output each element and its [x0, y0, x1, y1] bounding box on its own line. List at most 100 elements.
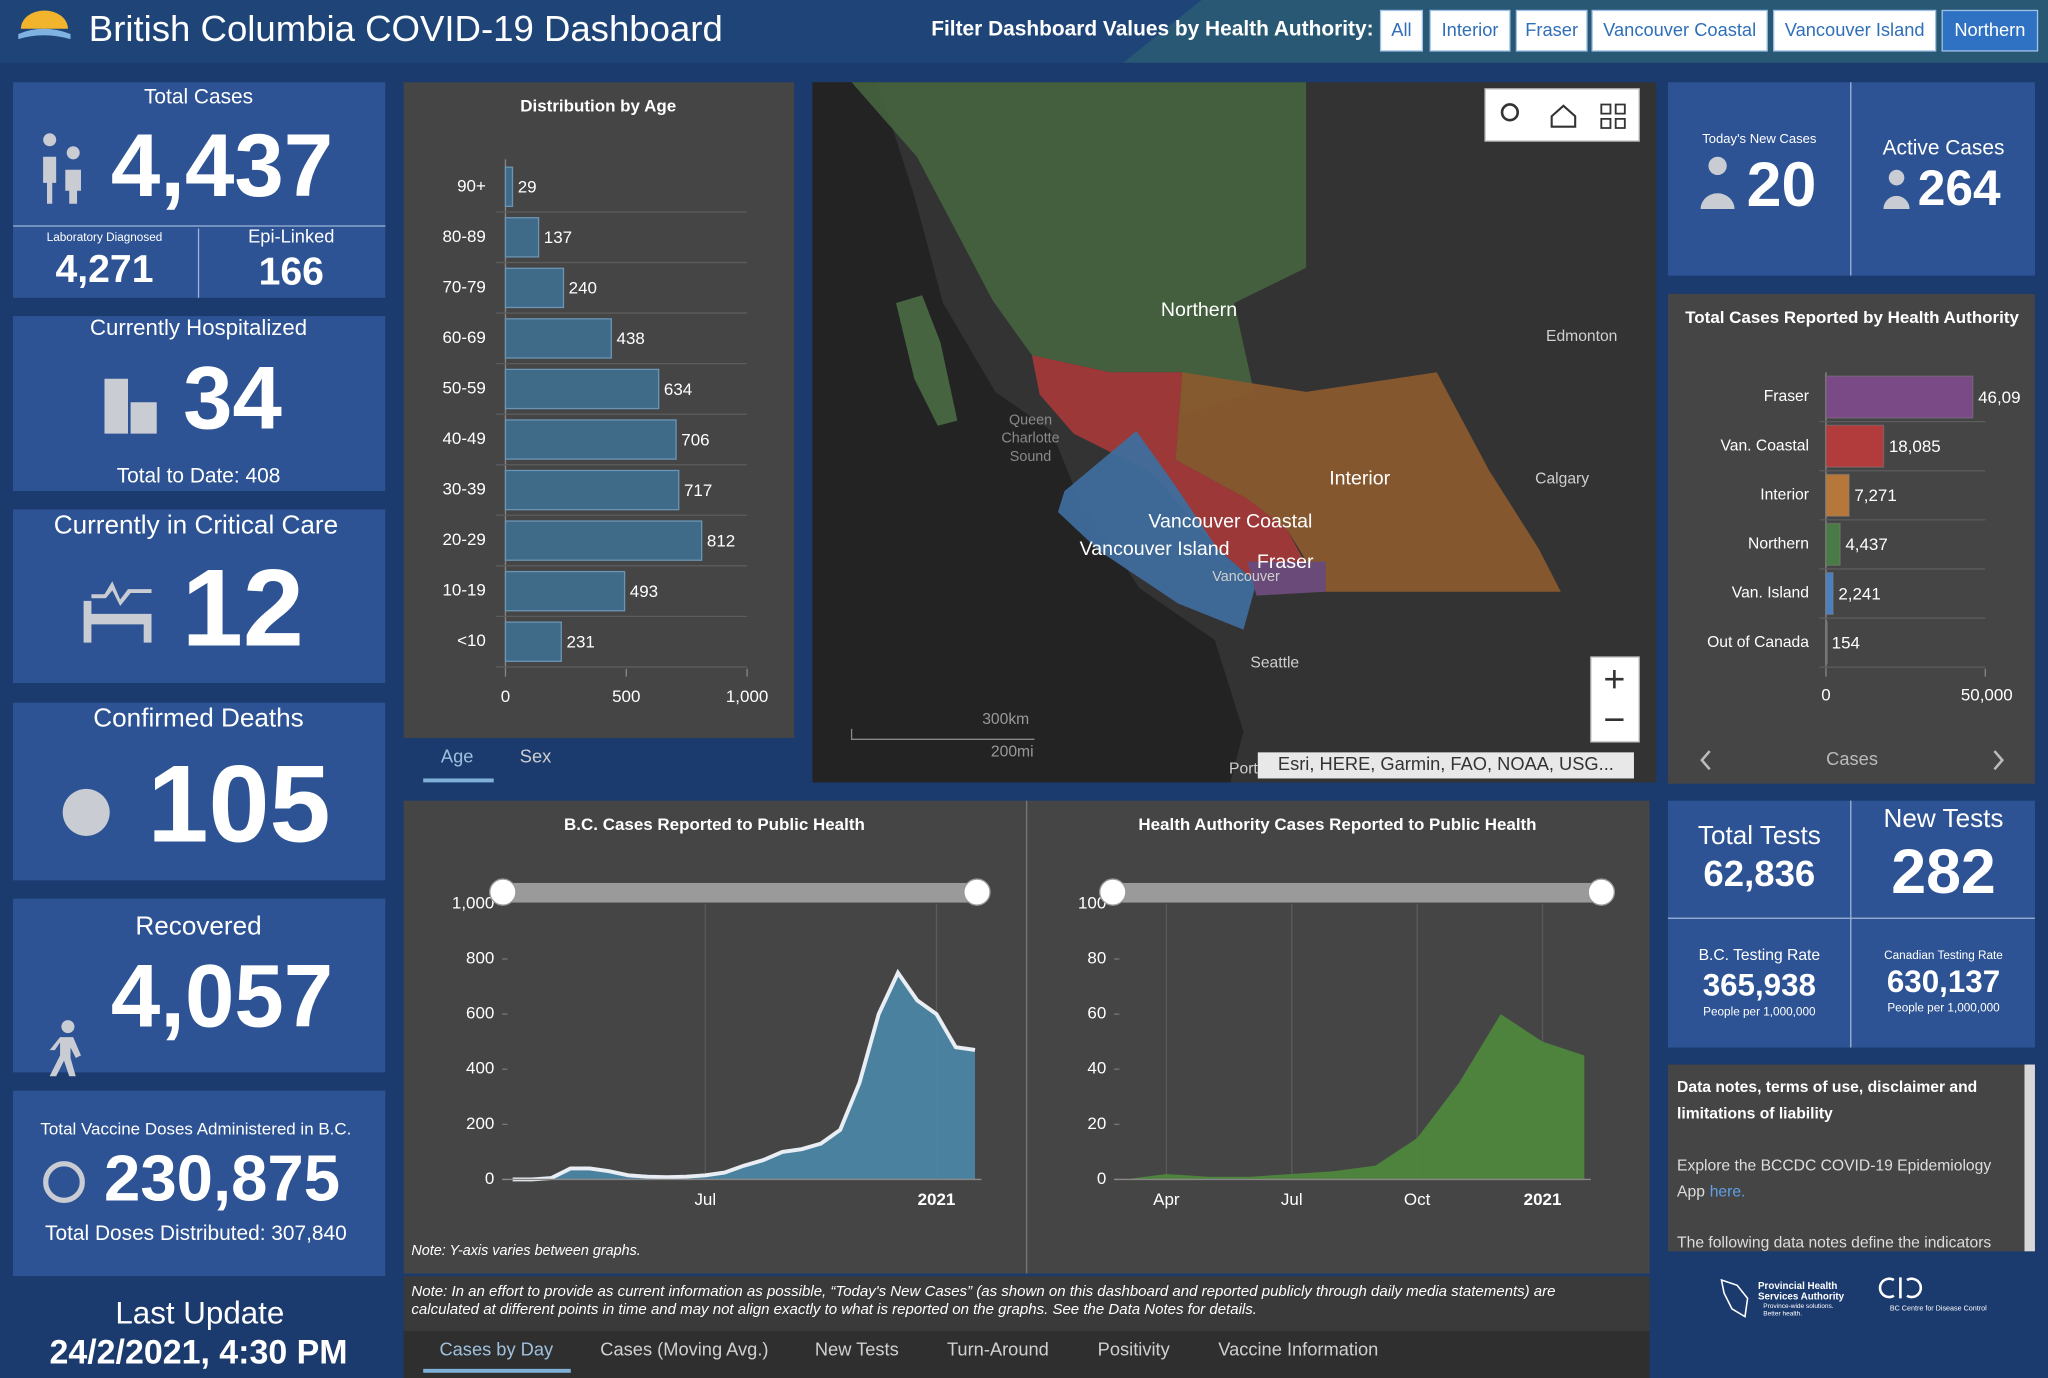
stat-value: 12	[182, 547, 304, 669]
y-tick-label: 90+	[457, 176, 486, 195]
label: Currently Hospitalized	[90, 315, 307, 340]
bar	[504, 520, 703, 561]
data-label: 137	[544, 228, 572, 247]
map-label: 200mi	[991, 743, 1034, 760]
label: People per 1,000,000	[1887, 1001, 2000, 1014]
filter-button-label[interactable]: Fraser	[1525, 19, 1578, 40]
zoom-control[interactable]	[1590, 656, 1640, 743]
chart-title: B.C. Cases Reported to Public Health	[564, 815, 865, 834]
icon	[1700, 156, 1735, 209]
filter-button[interactable]	[1941, 9, 2039, 52]
bar	[504, 267, 565, 309]
filter-button[interactable]	[1773, 9, 1937, 52]
chart-title: Health Authority Cases Reported to Publi…	[1138, 815, 1536, 834]
map-toolbar	[1484, 88, 1640, 142]
filter-button[interactable]	[1515, 9, 1588, 52]
tab[interactable]: New Tests	[815, 1338, 899, 1359]
x-tick-label: Apr	[1153, 1190, 1180, 1209]
data-label: 706	[681, 430, 709, 449]
note: calculated at different points in time a…	[411, 1301, 1257, 1318]
label: Epi-Linked	[248, 226, 334, 247]
label: Total Vaccine Doses Administered in B.C.	[40, 1119, 351, 1138]
notes-link[interactable]: here.	[1710, 1184, 1746, 1201]
panel	[13, 1090, 386, 1277]
logo-text: Services Authority	[1758, 1292, 1845, 1303]
y-tick-label: 1,000	[452, 893, 494, 912]
slider-handle[interactable]	[1587, 878, 1616, 906]
tab[interactable]: Positivity	[1098, 1338, 1171, 1359]
y-tick-label: 30-39	[442, 480, 485, 499]
x-tick-label: 500	[612, 687, 640, 706]
y-tick-label: 200	[466, 1114, 494, 1133]
tab[interactable]: Cases (Moving Avg.)	[600, 1338, 768, 1359]
bar	[1825, 522, 1841, 566]
y-tick-label: 40-49	[442, 429, 485, 448]
filter-label: Filter Dashboard Values by Health Author…	[931, 18, 1373, 41]
filter-button-label[interactable]: All	[1391, 19, 1411, 40]
note: Note: Y-axis varies between graphs.	[411, 1243, 640, 1259]
x-tick-label: Jul	[1281, 1190, 1303, 1209]
filter-button-label[interactable]: Vancouver Coastal	[1603, 19, 1756, 40]
x-tick-label: Oct	[1404, 1190, 1431, 1209]
filter-button[interactable]	[1379, 9, 1424, 52]
tab[interactable]: Turn-Around	[947, 1338, 1049, 1359]
panel	[13, 702, 386, 881]
chart-title: Total Cases Reported by Health Authority	[1685, 308, 2019, 327]
icon	[43, 1161, 85, 1203]
map-label: Northern	[1161, 299, 1237, 321]
stat-value: 105	[147, 743, 330, 865]
stat-value: 630,137	[1887, 964, 2000, 999]
data-label: 18,085	[1889, 437, 1941, 456]
slider-handle[interactable]	[1099, 878, 1127, 906]
panel	[403, 82, 795, 738]
tab[interactable]: Vaccine Information	[1218, 1338, 1378, 1359]
note-panel	[403, 1276, 1650, 1331]
y-tick-label: 0	[1097, 1169, 1106, 1188]
y-tick-label: 800	[466, 948, 494, 967]
tab[interactable]: Age	[441, 745, 473, 766]
filter-button[interactable]	[1429, 9, 1511, 52]
notes-panel	[1667, 1064, 2035, 1252]
slider-handle[interactable]	[489, 878, 517, 906]
tab[interactable]: Cases by Day	[439, 1338, 554, 1359]
ocean	[812, 82, 1244, 783]
bar	[504, 570, 626, 612]
bar	[504, 621, 562, 662]
bar	[504, 166, 514, 208]
label: B.C. Testing Rate	[1699, 947, 1821, 964]
tab-underline	[423, 1368, 571, 1373]
dashboard-title: British Columbia COVID-19 Dashboard	[89, 8, 723, 49]
x-tick-label: 0	[501, 687, 510, 706]
map-label: 300km	[982, 711, 1029, 728]
label: Total Tests	[1698, 820, 1821, 850]
slider-handle[interactable]	[963, 878, 991, 906]
tab[interactable]: Sex	[520, 745, 551, 766]
filter-button-label[interactable]: Interior	[1442, 19, 1499, 40]
map-label: Edmonton	[1546, 328, 1617, 345]
y-tick-label: 600	[466, 1004, 494, 1023]
filter-button-label[interactable]: Northern	[1954, 19, 2025, 40]
note: Note: In an effort to provide as current…	[411, 1283, 1555, 1300]
label: Canadian Testing Rate	[1884, 949, 2003, 962]
bar	[1825, 621, 1828, 665]
search-icon	[1500, 103, 1520, 122]
next-arrow[interactable]	[1993, 750, 2005, 771]
filter-button-label[interactable]: Vancouver Island	[1785, 19, 1925, 40]
bccdc-logo	[1878, 1277, 1923, 1299]
filter-button[interactable]	[1591, 9, 1768, 52]
data-label: 717	[684, 481, 712, 500]
y-tick-label: Van. Coastal	[1720, 437, 1808, 454]
y-tick-label: Out of Canada	[1707, 634, 1809, 651]
tab-bar	[403, 1330, 1650, 1378]
map-label: Charlotte	[1001, 431, 1059, 447]
scrollbar	[2024, 1064, 2035, 1252]
area	[512, 972, 976, 1180]
panel	[13, 509, 386, 684]
data-label: 4,437	[1845, 535, 1887, 554]
notes-text: Explore the BCCDC COVID-19 Epidemiology	[1677, 1158, 1991, 1175]
y-tick-label: Northern	[1748, 536, 1809, 553]
map-label: Port	[1229, 760, 1258, 777]
label: 24/2/2021, 4:30 PM	[49, 1333, 347, 1371]
label: Laboratory Diagnosed	[47, 231, 163, 244]
prev-arrow[interactable]	[1700, 750, 1711, 771]
